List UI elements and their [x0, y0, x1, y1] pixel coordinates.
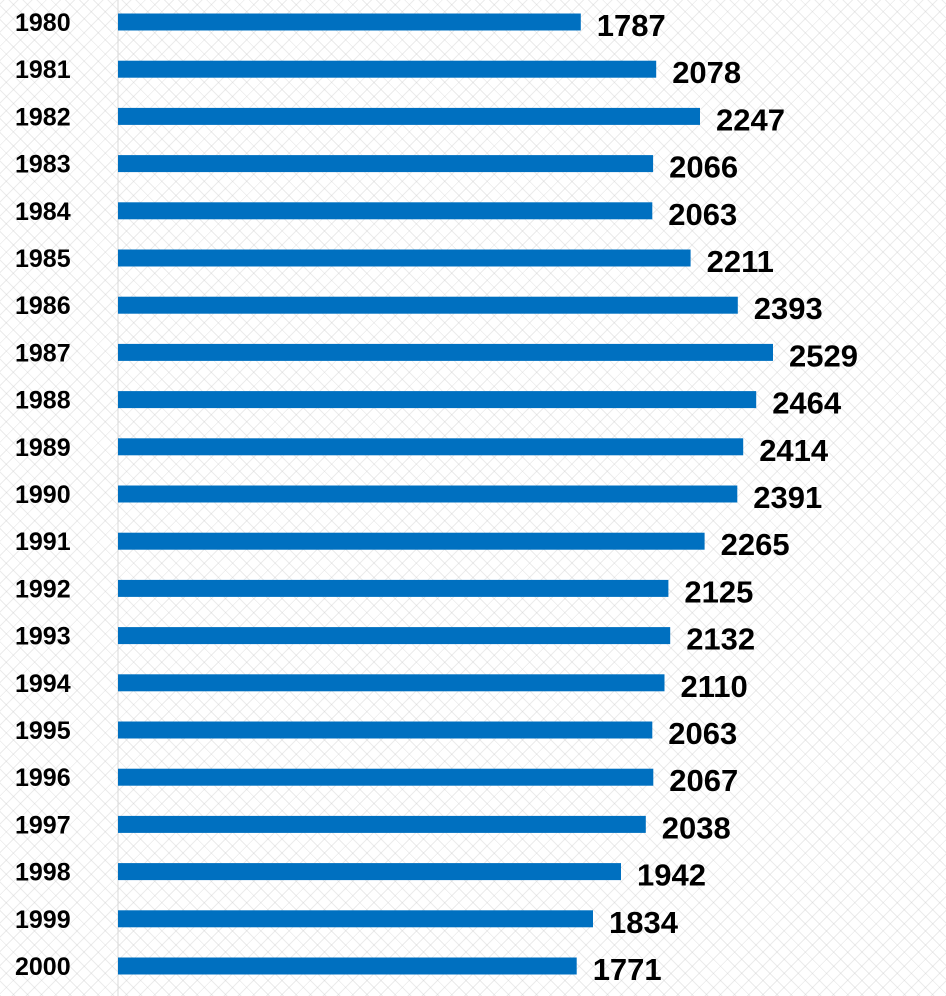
- category-label-1996: 1996: [15, 764, 71, 792]
- category-labels-group: 1980 1981 1982 1983 1984 1985 1986 1987 1988 1989…: [15, 9, 71, 981]
- category-label-1985: 1985: [15, 245, 71, 273]
- category-label-1984: 1984: [15, 198, 71, 226]
- data-label-1986: 2393: [754, 291, 823, 326]
- category-label-1986: 1986: [15, 292, 71, 320]
- category-label-1987: 1987: [15, 339, 71, 367]
- data-label-2000: 1771: [593, 952, 662, 987]
- bar-1983: [118, 155, 654, 173]
- data-label-1996: 2067: [669, 763, 738, 798]
- bar-1980: [118, 13, 581, 31]
- bar-1986: [118, 296, 738, 314]
- data-label-1987: 2529: [789, 338, 858, 373]
- bar-2000: [118, 957, 577, 975]
- bars-group: [118, 13, 773, 975]
- bar-1992: [118, 579, 669, 597]
- category-label-1999: 1999: [15, 906, 71, 934]
- data-label-1980: 1787: [597, 8, 666, 43]
- data-label-1981: 2078: [672, 55, 741, 90]
- category-label-1989: 1989: [15, 434, 71, 462]
- category-label-1992: 1992: [15, 575, 71, 603]
- bar-1995: [118, 721, 653, 739]
- bar-1998: [118, 863, 621, 881]
- category-label-1980: 1980: [15, 9, 71, 37]
- category-label-1981: 1981: [15, 56, 71, 84]
- bar-1985: [118, 249, 691, 267]
- data-label-1997: 2038: [662, 810, 731, 845]
- data-label-1985: 2211: [707, 244, 774, 279]
- bar-1987: [118, 343, 773, 361]
- bar-1988: [118, 391, 757, 409]
- bar-1984: [118, 202, 653, 220]
- bar-1982: [118, 107, 700, 125]
- category-label-1997: 1997: [15, 811, 71, 839]
- bar-1997: [118, 815, 646, 833]
- data-label-1995: 2063: [668, 716, 737, 751]
- data-label-1984: 2063: [668, 197, 737, 232]
- category-label-1995: 1995: [15, 717, 71, 745]
- category-label-1990: 1990: [15, 481, 71, 509]
- bar-1991: [118, 532, 705, 550]
- bar-1994: [118, 674, 665, 692]
- category-label-1993: 1993: [15, 623, 71, 651]
- data-label-1998: 1942: [637, 858, 706, 893]
- bar-1981: [118, 60, 657, 78]
- bar-1989: [118, 438, 744, 456]
- category-label-1982: 1982: [15, 103, 71, 131]
- data-label-1988: 2464: [772, 386, 842, 421]
- bar-1990: [118, 485, 738, 503]
- category-label-2000: 2000: [15, 953, 71, 981]
- bar-1996: [118, 768, 654, 786]
- category-label-1994: 1994: [15, 670, 71, 698]
- category-label-1988: 1988: [15, 387, 71, 415]
- data-label-1992: 2125: [684, 574, 753, 609]
- bar-1999: [118, 910, 593, 928]
- data-label-1990: 2391: [753, 480, 822, 515]
- data-label-1983: 2066: [669, 150, 738, 185]
- category-label-1983: 1983: [15, 151, 71, 179]
- data-label-1991: 2265: [721, 527, 790, 562]
- data-label-1994: 2110: [681, 669, 748, 704]
- data-label-1999: 1834: [609, 905, 679, 940]
- data-label-1993: 2132: [686, 622, 755, 657]
- category-label-1998: 1998: [15, 859, 71, 887]
- bar-1993: [118, 627, 671, 645]
- data-label-1989: 2414: [759, 433, 829, 468]
- category-label-1991: 1991: [15, 528, 71, 556]
- data-label-1982: 2247: [716, 102, 785, 137]
